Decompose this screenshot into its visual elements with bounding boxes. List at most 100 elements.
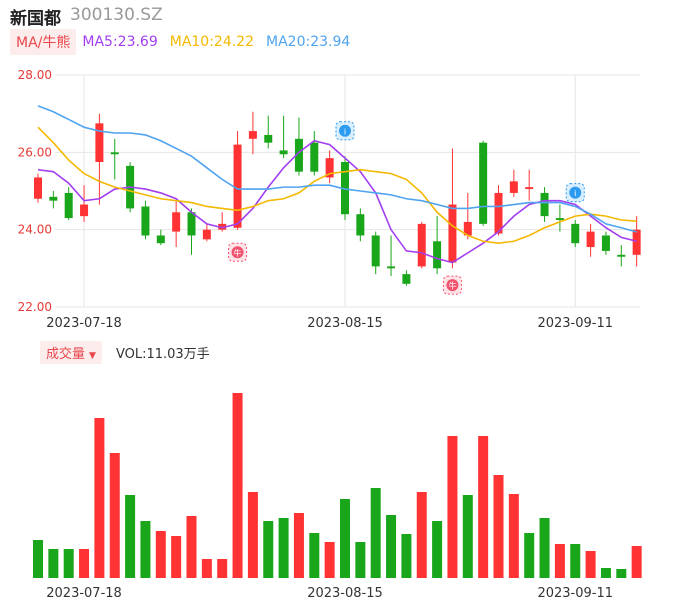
candle [141, 200, 150, 240]
volume-chart[interactable]: 2023-07-18 2023-08-15 2023-09-11 [0, 360, 686, 606]
candle [279, 115, 288, 159]
ma5-value: MA5:23.69 [82, 34, 158, 50]
volume-bar [600, 568, 611, 578]
candlestick-chart[interactable]: 28.00 26.00 24.00 22.00 2023-07-18 2023-08-15… [0, 60, 686, 330]
volume-bar [186, 516, 197, 578]
candle [371, 231, 380, 275]
candle-body [417, 223, 426, 267]
candle [417, 221, 426, 269]
volume-bar [585, 551, 596, 578]
volume-bar [324, 542, 335, 578]
candle [433, 216, 442, 275]
ma-legend: MA/牛熊 MA5:23.69 MA10:24.22 MA20:23.94 [10, 29, 362, 55]
candle [617, 245, 626, 267]
candle [555, 204, 564, 232]
volume-toggle-label: 成交量 [46, 346, 86, 362]
candle-body [356, 214, 365, 236]
bull-signal-icon: 牛 [228, 242, 248, 262]
candle-body [571, 223, 580, 244]
volume-bar [33, 540, 43, 578]
candle-body [80, 204, 89, 217]
candle-body [632, 229, 641, 255]
candle [310, 131, 319, 176]
candle [156, 229, 165, 246]
candle-body [141, 206, 150, 236]
volume-bar [63, 549, 74, 578]
candle [571, 220, 580, 248]
x-tick-label: 2023-07-18 [46, 316, 122, 330]
volume-bar [217, 559, 228, 578]
signal-glyph: i [574, 189, 576, 198]
x-tick-label: 2023-08-15 [307, 316, 383, 330]
candle-body [187, 212, 196, 236]
candle [509, 169, 518, 197]
signal-dot [231, 246, 244, 259]
y-tick-label: 28.00 [18, 68, 52, 82]
volume-bar [355, 542, 366, 578]
ma20-value: MA20:23.94 [266, 34, 351, 50]
stock-code: 300130.SZ [70, 5, 163, 25]
candle [233, 131, 242, 230]
candle-body [264, 134, 273, 143]
candle-body [617, 254, 626, 257]
candle [49, 191, 58, 209]
candle-body [294, 138, 303, 172]
candle-body [555, 218, 564, 220]
info-signal-icon: i [335, 121, 355, 141]
candle [172, 200, 181, 248]
candle [325, 150, 334, 184]
volume-bar [263, 521, 274, 578]
volume-bar [493, 475, 504, 578]
volume-bar [401, 534, 412, 578]
signal-dot [569, 186, 582, 199]
candle [601, 231, 610, 255]
volume-bar [508, 494, 519, 578]
candle-body [463, 221, 472, 236]
volume-bar [447, 436, 458, 578]
info-signal-icon: i [565, 183, 585, 203]
candle [80, 185, 89, 222]
volume-bar [539, 518, 550, 578]
candle-body [110, 152, 119, 155]
candle-body [49, 196, 58, 201]
volume-bar [570, 544, 581, 578]
candle [95, 113, 104, 205]
candle-body [325, 158, 334, 178]
volume-bar [171, 536, 182, 578]
caret-down-icon: ▼ [89, 350, 96, 361]
candle [110, 138, 119, 180]
candle-body [525, 187, 534, 190]
volume-bar [48, 549, 59, 578]
candle [387, 235, 396, 277]
candle [34, 173, 42, 203]
candle-body [233, 144, 242, 228]
candle [187, 208, 196, 255]
ma-indicator-toggle[interactable]: MA/牛熊 [10, 29, 77, 55]
signal-dot [446, 279, 459, 292]
signal-glyph: 牛 [234, 248, 242, 258]
candle [356, 208, 365, 242]
volume-bar [293, 513, 304, 578]
volume-bar [631, 546, 642, 578]
candle-body [172, 212, 181, 232]
candle [294, 117, 303, 176]
y-tick-label: 22.00 [18, 300, 52, 314]
candle [248, 111, 257, 155]
candle-body [601, 235, 610, 251]
signal-dot [339, 124, 351, 137]
volume-bar [201, 559, 212, 578]
y-tick-label: 26.00 [18, 145, 52, 159]
candle-body [202, 229, 211, 240]
volume-bar [278, 518, 289, 578]
volume-indicator-toggle[interactable]: 成交量 ▼ [40, 340, 102, 364]
volume-bar [416, 492, 427, 578]
volume-bar [386, 515, 397, 578]
volume-bar [340, 499, 350, 578]
candle-body [341, 162, 349, 215]
candle-body [479, 142, 488, 224]
candle-body [540, 192, 549, 217]
candle-body [64, 192, 73, 219]
candle [264, 115, 273, 149]
x-tick-label: 2023-08-15 [307, 586, 383, 601]
volume-bar [524, 533, 535, 578]
